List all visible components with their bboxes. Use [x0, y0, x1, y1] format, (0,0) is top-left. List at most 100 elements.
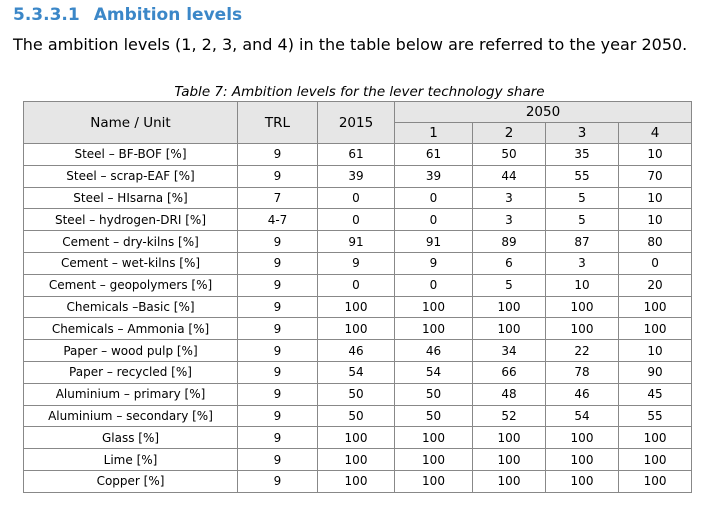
- row-trl: 4-7: [237, 208, 318, 232]
- row-level-1: 9: [394, 251, 473, 275]
- row-name: Cement – dry-kilns [%]: [23, 230, 238, 253]
- row-2015: 100: [317, 448, 395, 471]
- row-2015: 54: [317, 360, 395, 384]
- row-level-1: 100: [394, 448, 473, 471]
- row-2015: 0: [317, 208, 395, 232]
- row-2015: 61: [317, 143, 395, 166]
- row-name: Paper – wood pulp [%]: [23, 339, 238, 362]
- row-level-1: 54: [394, 360, 473, 384]
- row-trl: 9: [237, 360, 318, 384]
- row-level-2: 50: [472, 143, 546, 166]
- table-row: Steel – HIsarna [%] 7 0 0 3 5 10: [23, 186, 693, 210]
- row-level-4: 45: [617, 382, 693, 406]
- row-level-4: 100: [617, 448, 693, 471]
- row-2015: 100: [317, 469, 395, 493]
- row-name: Paper – recycled [%]: [23, 360, 238, 384]
- row-level-4: 20: [617, 273, 693, 297]
- row-level-2: 5: [472, 273, 546, 297]
- table-body: Steel – BF-BOF [%] 9 61 61 50 35 10 Steel – scr…: [23, 143, 693, 493]
- row-level-3: 5: [545, 208, 619, 232]
- row-level-1: 0: [394, 186, 473, 210]
- table-row: Steel – hydrogen-DRI [%] 4-7 0 0 3 5 10: [23, 208, 693, 232]
- row-name: Chemicals – Ammonia [%]: [23, 317, 238, 341]
- row-level-2: 3: [472, 208, 546, 232]
- row-level-2: 3: [472, 186, 546, 210]
- row-level-1: 100: [394, 426, 473, 450]
- row-trl: 9: [237, 339, 318, 362]
- row-level-4: 10: [617, 339, 693, 362]
- row-level-2: 48: [472, 382, 546, 406]
- row-name: Steel – scrap-EAF [%]: [23, 164, 238, 188]
- row-name: Steel – BF-BOF [%]: [23, 143, 238, 166]
- row-level-2: 100: [472, 426, 546, 450]
- row-2015: 50: [317, 382, 395, 406]
- row-level-3: 10: [545, 273, 619, 297]
- row-level-4: 100: [617, 426, 693, 450]
- row-trl: 9: [237, 230, 318, 253]
- header-2050: 2050: [393, 101, 693, 123]
- row-trl: 9: [237, 382, 318, 406]
- row-level-3: 100: [545, 295, 619, 319]
- intro-paragraph: The ambition levels (1, 2, 3, and 4) in …: [13, 35, 688, 54]
- row-name: Copper [%]: [23, 469, 238, 493]
- row-name: Cement – geopolymers [%]: [23, 273, 238, 297]
- row-level-4: 0: [617, 251, 693, 275]
- row-trl: 9: [237, 448, 318, 471]
- row-level-3: 100: [545, 469, 619, 493]
- row-level-2: 100: [472, 448, 546, 471]
- table-row: Cement – wet-kilns [%] 9 9 9 6 3 0: [23, 251, 693, 275]
- row-name: Chemicals –Basic [%]: [23, 295, 238, 319]
- row-trl: 9: [237, 164, 318, 188]
- row-level-2: 66: [472, 360, 546, 384]
- row-level-1: 0: [394, 208, 473, 232]
- row-level-1: 46: [394, 339, 473, 362]
- table-row: Cement – dry-kilns [%] 9 91 91 89 87 80: [23, 230, 693, 253]
- row-level-3: 78: [545, 360, 619, 384]
- row-2015: 91: [317, 230, 395, 253]
- row-name: Glass [%]: [23, 426, 238, 450]
- header-level-2: 2: [472, 122, 546, 144]
- row-level-2: 52: [472, 404, 546, 428]
- row-level-1: 61: [394, 143, 473, 166]
- row-level-4: 10: [617, 208, 693, 232]
- row-level-3: 100: [545, 448, 619, 471]
- row-trl: 7: [237, 186, 318, 210]
- row-level-4: 10: [617, 186, 693, 210]
- table-row: Chemicals – Ammonia [%] 9 100 100 100 100 100: [23, 317, 693, 341]
- row-level-4: 100: [617, 469, 693, 493]
- row-level-3: 54: [545, 404, 619, 428]
- row-2015: 39: [317, 164, 395, 188]
- header-2015: 2015: [317, 101, 395, 144]
- table-row: Cement – geopolymers [%] 9 0 0 5 10 20: [23, 273, 693, 297]
- row-2015: 0: [317, 273, 395, 297]
- header-level-1: 1: [394, 122, 473, 144]
- row-level-2: 89: [472, 230, 546, 253]
- row-trl: 9: [237, 251, 318, 275]
- row-2015: 46: [317, 339, 395, 362]
- row-trl: 9: [237, 426, 318, 450]
- section-heading: 5.3.3.1 Ambition levels: [13, 5, 242, 25]
- row-name: Aluminium – secondary [%]: [23, 404, 238, 428]
- row-name: Steel – hydrogen-DRI [%]: [23, 208, 238, 232]
- row-level-4: 10: [617, 143, 693, 166]
- row-level-3: 35: [545, 143, 619, 166]
- row-level-1: 91: [394, 230, 473, 253]
- row-trl: 9: [237, 317, 318, 341]
- table-row: Aluminium – secondary [%] 9 50 50 52 54 55: [23, 404, 693, 428]
- table-caption: Table 7: Ambition levels for the lever t…: [174, 84, 545, 100]
- row-level-2: 100: [472, 469, 546, 493]
- row-level-4: 70: [617, 164, 693, 188]
- row-level-4: 55: [617, 404, 693, 428]
- header-trl: TRL: [237, 101, 318, 144]
- row-level-2: 100: [472, 295, 546, 319]
- header-name-unit: Name / Unit: [23, 101, 238, 144]
- row-level-1: 39: [394, 164, 473, 188]
- row-level-1: 100: [394, 317, 473, 341]
- row-level-3: 46: [545, 382, 619, 406]
- header-level-4: 4: [617, 122, 693, 144]
- section-number: 5.3.3.1: [13, 5, 80, 25]
- row-level-4: 100: [617, 317, 693, 341]
- row-level-2: 6: [472, 251, 546, 275]
- row-level-3: 3: [545, 251, 619, 275]
- table-row: Steel – scrap-EAF [%] 9 39 39 44 55 70: [23, 164, 693, 188]
